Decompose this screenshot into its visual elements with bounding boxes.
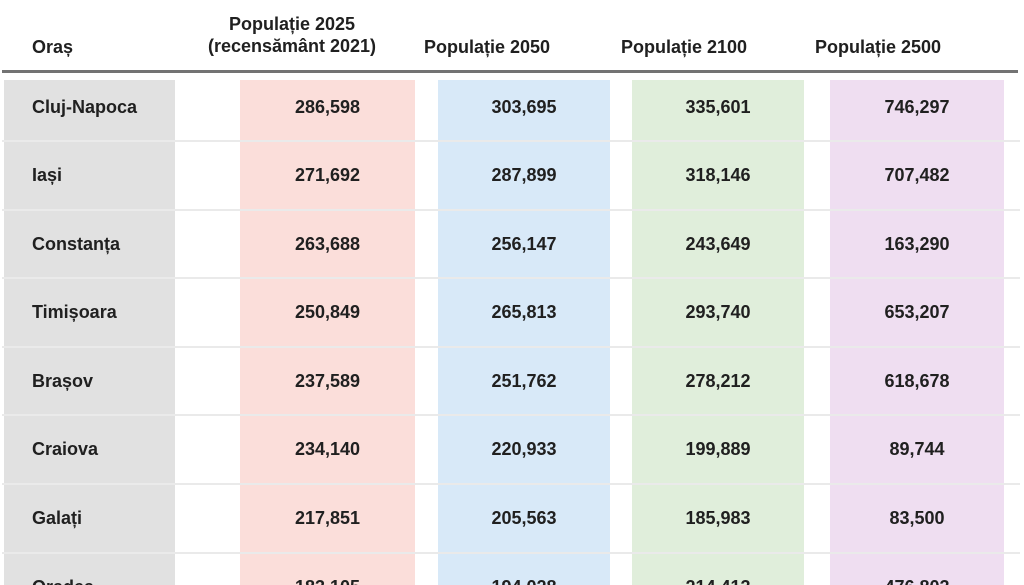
city-column-band xyxy=(4,80,175,585)
population-2500-cell: 707,482 xyxy=(884,165,950,185)
population-2025-cell: 217,851 xyxy=(294,508,361,528)
column-header-2100: Populație 2100 xyxy=(620,37,748,57)
population-2500-cell: 89,744 xyxy=(889,439,945,459)
population-2025-cell: 286,598 xyxy=(294,97,361,117)
table-row-galati: Galați 217,851 205,563 185,983 83,500 xyxy=(0,484,1024,553)
population-2500-cell: 618,678 xyxy=(884,371,950,391)
population-2100-cell: 214,413 xyxy=(632,553,804,585)
city-cell: Iași xyxy=(32,165,63,185)
population-2100-cell: 335,601 xyxy=(685,97,751,117)
table-row-brasov: Brașov 237,589 251,762 278,212 618,678 xyxy=(0,347,1024,416)
table-row-timisoara: Timișoara 250,849 265,813 293,740 653,20… xyxy=(0,278,1024,347)
population-2500-cell: 83,500 xyxy=(889,508,945,528)
table-row-oradea: Oradea 183,105 194,028 214,413 476,803 xyxy=(0,553,1024,585)
city-cell: Oradea xyxy=(4,553,175,585)
population-2100-cell: 199,889 xyxy=(685,439,751,459)
population-2100-cell: 293,740 xyxy=(685,302,751,322)
row-divider xyxy=(2,346,1020,348)
population-2500-cell: 163,290 xyxy=(884,234,950,254)
population-2050-cell: 303,695 xyxy=(491,97,557,117)
population-2050-column-band xyxy=(438,80,610,585)
population-2500-cell: 653,207 xyxy=(884,302,950,322)
population-2050-cell: 256,147 xyxy=(491,234,557,254)
column-header-2025-line1: Populație 2025 xyxy=(228,14,356,34)
column-header-2025: Populație 2025 (recensământ 2021) xyxy=(132,13,452,57)
population-2025-cell: 250,849 xyxy=(294,302,361,322)
row-divider xyxy=(2,209,1020,211)
population-2100-cell: 185,983 xyxy=(685,508,751,528)
population-2025-column-band xyxy=(240,80,415,585)
row-divider xyxy=(2,277,1020,279)
city-cell: Cluj-Napoca xyxy=(32,97,138,117)
population-2025-cell: 183,105 xyxy=(240,553,415,585)
population-2100-cell: 243,649 xyxy=(685,234,751,254)
city-cell: Constanța xyxy=(32,234,121,254)
population-2025-cell: 271,692 xyxy=(294,165,361,185)
row-divider xyxy=(2,483,1020,485)
row-divider xyxy=(2,414,1020,416)
population-2050-cell: 251,762 xyxy=(491,371,557,391)
column-header-city: Oraș xyxy=(32,37,74,57)
population-2100-column-band xyxy=(632,80,804,585)
column-header-2500: Populație 2500 xyxy=(814,37,942,57)
city-cell: Craiova xyxy=(32,439,99,459)
population-2050-cell: 220,933 xyxy=(491,439,557,459)
city-cell: Timișoara xyxy=(32,302,117,322)
population-2050-cell: 287,899 xyxy=(491,165,557,185)
population-2100-cell: 318,146 xyxy=(685,165,751,185)
population-2050-cell: 205,563 xyxy=(491,508,557,528)
population-2500-cell: 746,297 xyxy=(884,97,950,117)
city-cell: Galați xyxy=(32,508,83,528)
row-divider xyxy=(2,552,1020,554)
table-row-craiova: Craiova 234,140 220,933 199,889 89,744 xyxy=(0,415,1024,484)
header-divider-rule xyxy=(2,70,1018,73)
column-header-2050: Populație 2050 xyxy=(423,37,551,57)
row-divider xyxy=(2,140,1020,142)
table-row-cluj-napoca: Cluj-Napoca 286,598 303,695 335,601 746,… xyxy=(0,73,1024,142)
population-2050-cell: 194,028 xyxy=(438,553,610,585)
population-2025-cell: 234,140 xyxy=(294,439,361,459)
population-2025-cell: 237,589 xyxy=(294,371,361,391)
population-2500-cell: 476,803 xyxy=(830,553,1004,585)
table-row-iasi: Iași 271,692 287,899 318,146 707,482 xyxy=(0,141,1024,210)
population-2500-column-band xyxy=(830,80,1004,585)
population-2025-cell: 263,688 xyxy=(294,234,361,254)
population-2050-cell: 265,813 xyxy=(491,302,557,322)
column-header-2025-line2: (recensământ 2021) xyxy=(207,36,377,56)
city-cell: Brașov xyxy=(32,371,94,391)
table-row-constanta: Constanța 263,688 256,147 243,649 163,29… xyxy=(0,210,1024,279)
population-2100-cell: 278,212 xyxy=(685,371,751,391)
